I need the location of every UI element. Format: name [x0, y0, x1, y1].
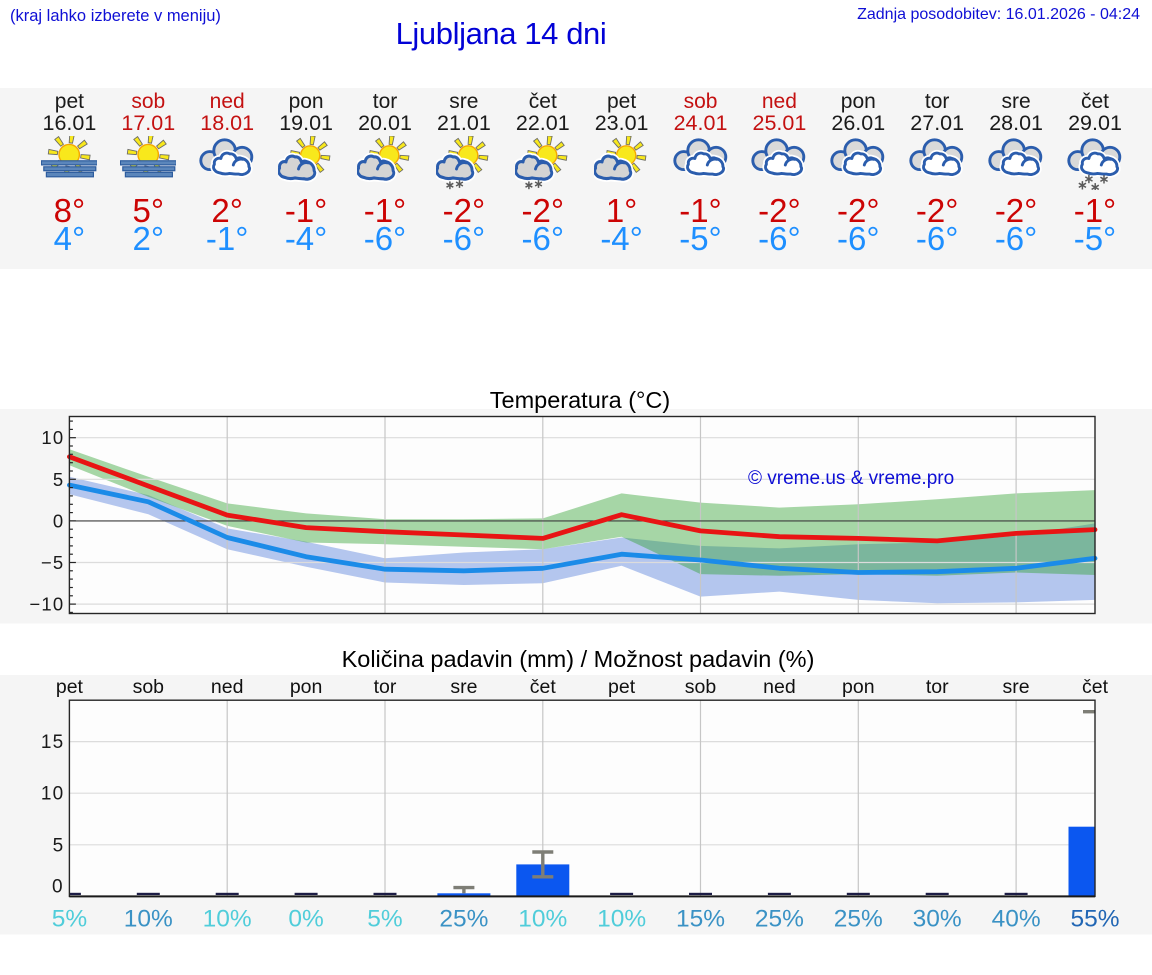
svg-text:0%: 0% — [288, 906, 323, 933]
svg-text:25%: 25% — [755, 906, 804, 933]
svg-text:30%: 30% — [913, 906, 962, 933]
svg-text:5: 5 — [53, 469, 65, 490]
svg-text:10%: 10% — [124, 906, 173, 933]
svg-text:5%: 5% — [367, 906, 402, 933]
svg-text:25%: 25% — [834, 906, 883, 933]
svg-text:40%: 40% — [992, 906, 1041, 933]
svg-text:0: 0 — [52, 877, 63, 898]
svg-text:pon: pon — [290, 676, 323, 698]
svg-text:25%: 25% — [439, 906, 488, 933]
svg-text:5: 5 — [53, 835, 65, 856]
svg-text:pet: pet — [56, 676, 84, 698]
svg-text:sre: sre — [1003, 676, 1030, 698]
svg-text:ned: ned — [763, 676, 796, 698]
svg-text:−5: −5 — [41, 552, 65, 573]
svg-text:0: 0 — [53, 510, 65, 531]
svg-text:sob: sob — [133, 676, 165, 698]
svg-text:tor: tor — [926, 676, 949, 698]
svg-text:15: 15 — [41, 732, 65, 753]
svg-text:čet: čet — [530, 676, 557, 698]
svg-text:pet: pet — [608, 676, 636, 698]
svg-text:10: 10 — [41, 427, 64, 448]
svg-text:© vreme.us & vreme.pro: © vreme.us & vreme.pro — [748, 468, 954, 489]
svg-text:čet: čet — [1082, 676, 1109, 698]
svg-text:55%: 55% — [1070, 906, 1119, 933]
svg-text:10%: 10% — [597, 906, 646, 933]
svg-text:ned: ned — [211, 676, 244, 698]
svg-text:pon: pon — [842, 676, 875, 698]
svg-text:10%: 10% — [203, 906, 252, 933]
svg-text:15%: 15% — [676, 906, 725, 933]
svg-text:−10: −10 — [29, 594, 64, 615]
svg-text:tor: tor — [374, 676, 397, 698]
svg-text:sob: sob — [685, 676, 717, 698]
svg-text:10%: 10% — [518, 906, 567, 933]
svg-text:sre: sre — [450, 676, 477, 698]
svg-text:5%: 5% — [52, 906, 87, 933]
svg-text:10: 10 — [41, 784, 65, 805]
